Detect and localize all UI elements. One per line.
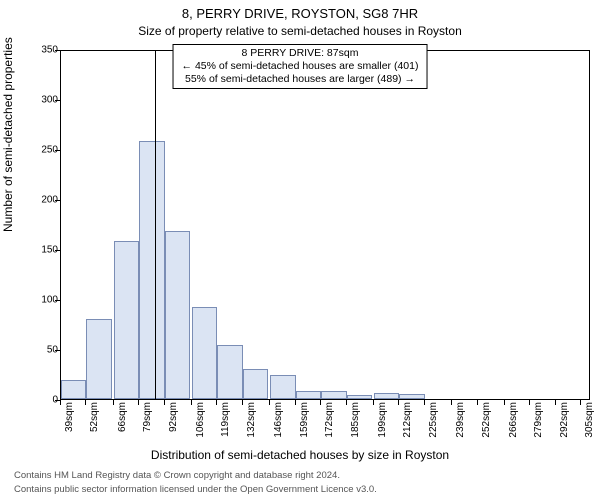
x-tick-mark bbox=[216, 400, 217, 405]
x-tick-label: 39sqm bbox=[64, 402, 75, 442]
x-tick-mark bbox=[191, 400, 192, 405]
x-tick-mark bbox=[477, 400, 478, 405]
x-tick-mark bbox=[242, 400, 243, 405]
x-tick-mark bbox=[398, 400, 399, 405]
annotation-line1: 8 PERRY DRIVE: 87sqm bbox=[182, 47, 419, 60]
x-tick-mark bbox=[60, 400, 61, 405]
histogram-bar bbox=[217, 345, 242, 399]
y-tick-label: 200 bbox=[4, 195, 58, 206]
y-tick-label: 100 bbox=[4, 295, 58, 306]
x-tick-label: 199sqm bbox=[377, 402, 388, 442]
x-tick-label: 146sqm bbox=[273, 402, 284, 442]
x-tick-mark bbox=[555, 400, 556, 405]
x-tick-label: 292sqm bbox=[559, 402, 570, 442]
annotation-line2: ← 45% of semi-detached houses are smalle… bbox=[182, 60, 419, 73]
x-tick-label: 305sqm bbox=[584, 402, 595, 442]
marker-line bbox=[155, 51, 157, 399]
x-tick-label: 66sqm bbox=[117, 402, 128, 442]
x-tick-label: 185sqm bbox=[350, 402, 361, 442]
x-tick-label: 239sqm bbox=[455, 402, 466, 442]
histogram-bar bbox=[243, 369, 268, 399]
x-tick-mark bbox=[295, 400, 296, 405]
x-tick-mark bbox=[504, 400, 505, 405]
title-main: 8, PERRY DRIVE, ROYSTON, SG8 7HR bbox=[0, 6, 600, 21]
histogram-bar bbox=[399, 394, 424, 399]
x-tick-mark bbox=[320, 400, 321, 405]
footer-copyright-1: Contains HM Land Registry data © Crown c… bbox=[14, 470, 340, 481]
y-axis: 050100150200250300350 bbox=[0, 50, 60, 400]
y-tick-label: 0 bbox=[4, 395, 58, 406]
y-tick-label: 50 bbox=[4, 345, 58, 356]
x-tick-mark bbox=[85, 400, 86, 405]
x-tick-label: 79sqm bbox=[142, 402, 153, 442]
x-tick-label: 212sqm bbox=[402, 402, 413, 442]
x-tick-mark bbox=[373, 400, 374, 405]
histogram-bar bbox=[296, 391, 321, 399]
x-tick-label: 106sqm bbox=[195, 402, 206, 442]
annotation-box: 8 PERRY DRIVE: 87sqm ← 45% of semi-detac… bbox=[173, 44, 428, 89]
x-tick-mark bbox=[269, 400, 270, 405]
x-axis-label: Distribution of semi-detached houses by … bbox=[0, 448, 600, 462]
x-tick-label: 52sqm bbox=[89, 402, 100, 442]
x-tick-label: 132sqm bbox=[246, 402, 257, 442]
x-tick-label: 279sqm bbox=[533, 402, 544, 442]
x-tick-label: 266sqm bbox=[508, 402, 519, 442]
x-tick-mark bbox=[451, 400, 452, 405]
histogram-bar bbox=[347, 395, 372, 399]
histogram-bar bbox=[321, 391, 346, 399]
x-tick-mark bbox=[424, 400, 425, 405]
x-tick-label: 225sqm bbox=[428, 402, 439, 442]
x-tick-mark bbox=[580, 400, 581, 405]
histogram-bar bbox=[374, 393, 399, 399]
y-tick-label: 350 bbox=[4, 45, 58, 56]
histogram-bar bbox=[61, 380, 86, 399]
x-tick-mark bbox=[113, 400, 114, 405]
x-tick-label: 172sqm bbox=[324, 402, 335, 442]
x-tick-mark bbox=[164, 400, 165, 405]
x-tick-label: 159sqm bbox=[299, 402, 310, 442]
footer-copyright-2: Contains public sector information licen… bbox=[14, 484, 377, 495]
title-sub: Size of property relative to semi-detach… bbox=[0, 24, 600, 38]
x-axis: 39sqm 52sqm 66sqm 79sqm 92sqm 106sqm 119sqm 132… bbox=[60, 400, 590, 445]
x-tick-label: 119sqm bbox=[220, 402, 231, 442]
x-tick-mark bbox=[529, 400, 530, 405]
x-tick-label: 252sqm bbox=[481, 402, 492, 442]
annotation-line3: 55% of semi-detached houses are larger (… bbox=[182, 73, 419, 86]
plot-area bbox=[60, 50, 590, 400]
histogram-bar bbox=[192, 307, 217, 399]
x-tick-mark bbox=[138, 400, 139, 405]
y-tick-label: 250 bbox=[4, 145, 58, 156]
x-tick-mark bbox=[346, 400, 347, 405]
histogram-bar bbox=[270, 375, 295, 399]
y-tick-label: 300 bbox=[4, 95, 58, 106]
histogram-bar bbox=[114, 241, 139, 399]
histogram-bar bbox=[165, 231, 190, 399]
histogram-bar bbox=[139, 141, 164, 399]
histogram-bar bbox=[86, 319, 111, 399]
chart-container: 8, PERRY DRIVE, ROYSTON, SG8 7HR Size of… bbox=[0, 0, 600, 500]
y-tick-label: 150 bbox=[4, 245, 58, 256]
x-tick-label: 92sqm bbox=[168, 402, 179, 442]
